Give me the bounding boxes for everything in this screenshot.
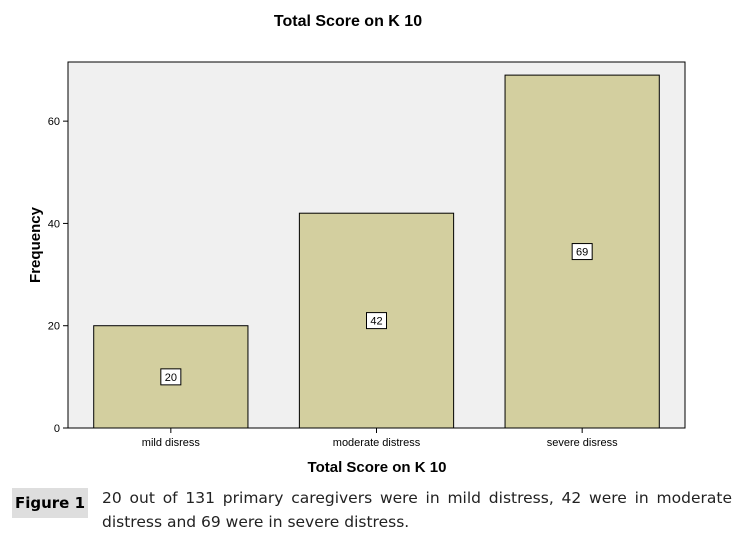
caption-text: 20 out of 131 primary caregivers were in… bbox=[102, 489, 732, 531]
y-tick-label: 60 bbox=[48, 116, 60, 128]
y-axis-label: Frequency bbox=[27, 206, 44, 283]
x-tick-label: mild disress bbox=[142, 437, 201, 449]
figure-label: Figure 1 bbox=[12, 488, 88, 518]
x-axis-label: Total Score on K 10 bbox=[308, 459, 447, 476]
y-axis: 0 20 40 60 bbox=[48, 116, 68, 435]
bar-chart: Total Score on K 10 0 20 40 60 20 42 69 mild … bbox=[27, 13, 686, 476]
data-label: 69 bbox=[576, 247, 588, 259]
data-label-box bbox=[366, 312, 387, 330]
y-tick-label: 20 bbox=[48, 321, 60, 333]
x-tick-label: severe disress bbox=[547, 437, 618, 449]
x-tick-label: moderate distress bbox=[333, 437, 421, 449]
figure-caption: Figure 1 20 out of 131 primary caregiver… bbox=[12, 486, 732, 534]
chart-title: Total Score on K 10 bbox=[274, 13, 422, 30]
data-label: 42 bbox=[370, 316, 382, 328]
data-label: 20 bbox=[165, 372, 177, 384]
data-label-box bbox=[160, 368, 182, 386]
data-label-box bbox=[571, 243, 593, 261]
x-axis: mild disress moderate distress severe disr… bbox=[142, 428, 618, 449]
bars: 20 42 69 bbox=[93, 74, 660, 429]
y-tick-label: 40 bbox=[48, 218, 60, 230]
y-tick-label: 0 bbox=[54, 423, 60, 435]
